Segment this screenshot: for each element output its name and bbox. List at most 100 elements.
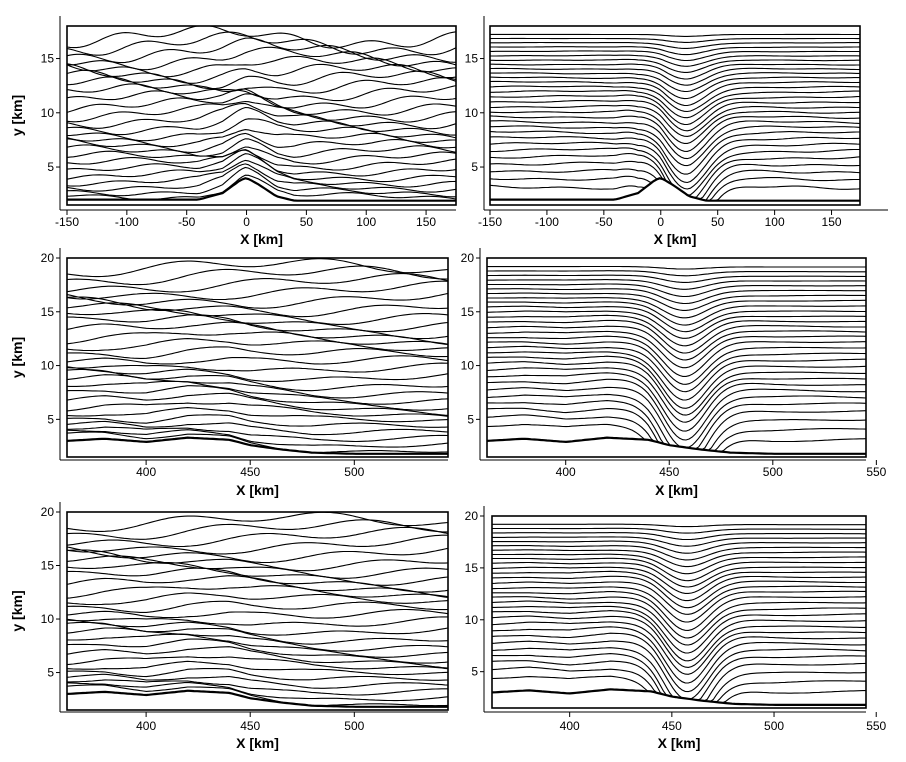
y-tick-label: 15: [461, 305, 475, 319]
x-axis-title: X [km]: [236, 735, 279, 751]
contour-line: [490, 109, 860, 144]
plot-frame: [491, 515, 867, 709]
contour-line: [67, 426, 448, 443]
contour-line: [67, 100, 456, 123]
contour-line: [67, 88, 456, 109]
x-tick-label: 450: [240, 719, 260, 733]
y-tick-label: 10: [461, 359, 475, 373]
contour-lines: [490, 33, 860, 202]
contour-line: [487, 355, 866, 409]
contour-line: [67, 660, 448, 676]
contour-line: [67, 673, 448, 689]
x-tick-label: 150: [822, 215, 842, 229]
contour-line: [67, 679, 448, 696]
x-tick-label: 500: [344, 465, 364, 479]
contour-line: [487, 361, 866, 416]
contour-line: [492, 575, 866, 609]
contour-line: [492, 626, 866, 684]
contour-line: [490, 136, 860, 184]
contour-line: [492, 621, 866, 675]
contour-line: [490, 90, 860, 119]
contour-line: [67, 638, 448, 664]
x-tick-label: 400: [556, 465, 576, 479]
panel-p2: -150 -100 -50 0 50 100 150 X [km] 5 10 15: [465, 16, 888, 247]
contour-line: [67, 618, 448, 636]
contour-line: [67, 83, 456, 102]
contour-line: [67, 374, 448, 399]
contour-line: [492, 570, 866, 602]
contour-line: [67, 633, 448, 658]
contour-line: [487, 310, 866, 339]
x-tick-label: -100: [535, 215, 559, 229]
contour-line: [67, 280, 448, 301]
x-axis-title: X [km]: [654, 231, 697, 247]
contour-line: [490, 80, 860, 107]
panel-p4: 400 450 500 550 X [km] 5 10 15 20: [461, 248, 887, 498]
contour-line: [487, 378, 866, 441]
contour-line: [492, 540, 866, 554]
contour-line: [67, 546, 448, 564]
x-tick-label: 450: [662, 719, 682, 733]
contour-line: [67, 265, 448, 286]
contour-line: [67, 608, 448, 619]
terrain-profile: [66, 689, 448, 708]
x-tick-label: 150: [416, 215, 436, 229]
contour-line: [67, 146, 456, 165]
y-tick-label: 10: [41, 359, 55, 373]
y-tick-label: 20: [465, 509, 479, 523]
contour-line: [67, 512, 448, 532]
y-tick-label: 5: [471, 665, 478, 679]
x-tick-label: 500: [344, 719, 364, 733]
contour-line: [67, 362, 448, 373]
contour-line: [490, 63, 860, 80]
contour-line: [487, 314, 866, 347]
contour-line: [67, 308, 448, 333]
contour-line: [67, 656, 448, 670]
contour-line: [67, 600, 448, 613]
contour-line: [490, 46, 860, 56]
x-tick-label: -150: [55, 215, 79, 229]
x-tick-label: 500: [763, 465, 783, 479]
contour-line: [490, 141, 860, 190]
panel-p3: 400 450 500 X [km] 5 10 15 20 y [km]: [9, 248, 449, 498]
contour-line: [490, 125, 860, 167]
x-tick-label: 50: [300, 215, 314, 229]
x-axis-title: X [km]: [655, 482, 698, 498]
y-tick-label: 10: [41, 612, 55, 626]
contour-line: [67, 429, 448, 448]
contour-line: [487, 270, 866, 277]
y-tick-label: 10: [465, 106, 479, 120]
y-tick-label: 20: [41, 505, 55, 519]
contour-line: [492, 536, 866, 547]
contour-lines: [492, 523, 866, 704]
contour-line: [67, 292, 448, 309]
contour-line: [67, 592, 448, 606]
x-tick-label: 450: [240, 465, 260, 479]
contour-line: [67, 519, 448, 540]
contour-line: [67, 646, 448, 669]
contour-line: [492, 549, 866, 568]
contour-line: [67, 366, 448, 382]
contour-line: [67, 118, 456, 142]
contour-line: [67, 69, 456, 90]
contour-line: [67, 46, 456, 71]
contour-line: [487, 335, 866, 377]
x-tick-label: 100: [765, 215, 785, 229]
contour-line: [492, 596, 866, 639]
y-tick-label: 15: [465, 52, 479, 66]
contour-line: [487, 279, 866, 290]
contour-line: [487, 386, 866, 449]
y-tick-label: 15: [465, 561, 479, 575]
contour-line: [490, 54, 860, 67]
contour-line: [490, 130, 860, 175]
contour-line: [67, 166, 456, 198]
contour-line: [487, 292, 866, 311]
panel-p6: 400 450 500 550 X [km] 5 10 15 20: [465, 506, 887, 751]
y-axis-title: y [km]: [9, 95, 25, 136]
contour-line: [487, 351, 866, 401]
terrain-profile: [491, 688, 866, 706]
x-axis-title: X [km]: [236, 482, 279, 498]
contour-line: [67, 561, 448, 586]
contour-line: [67, 302, 448, 325]
contour-line: [67, 681, 448, 702]
